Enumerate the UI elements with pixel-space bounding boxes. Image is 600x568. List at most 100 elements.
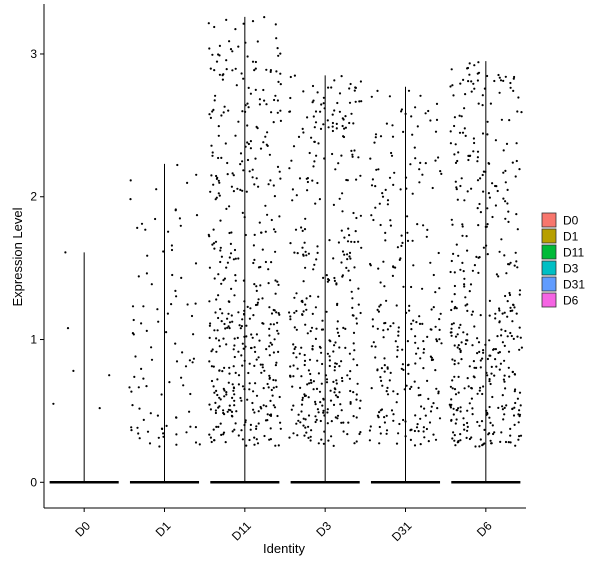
data-point — [488, 162, 491, 165]
data-point — [239, 152, 243, 155]
data-point — [336, 101, 339, 105]
data-point — [479, 366, 482, 369]
data-point — [316, 408, 319, 411]
data-point — [215, 196, 218, 199]
data-point — [473, 264, 476, 267]
data-point — [401, 241, 404, 244]
data-point — [357, 156, 360, 159]
data-point — [482, 349, 485, 352]
data-point — [214, 411, 217, 415]
data-point — [450, 334, 453, 337]
data-point — [217, 425, 220, 428]
data-point — [209, 436, 212, 439]
data-point — [273, 98, 276, 102]
data-point — [470, 397, 473, 400]
data-point — [236, 336, 239, 339]
data-point — [335, 127, 338, 130]
data-point — [353, 349, 356, 352]
data-point — [232, 365, 235, 368]
data-point — [512, 337, 515, 340]
data-point — [508, 119, 511, 122]
data-point — [312, 268, 315, 271]
data-point — [297, 419, 300, 422]
data-point — [231, 50, 234, 53]
data-point — [166, 312, 169, 315]
data-point — [242, 77, 245, 80]
data-point — [277, 312, 280, 315]
data-point — [338, 197, 341, 200]
data-point — [251, 401, 254, 405]
data-point — [450, 327, 453, 330]
data-point — [353, 89, 356, 92]
data-point — [300, 403, 304, 406]
data-point — [315, 418, 318, 421]
data-point — [228, 256, 231, 259]
data-point — [432, 273, 435, 277]
data-point — [491, 424, 494, 427]
data-point — [481, 173, 484, 177]
data-point — [273, 309, 276, 312]
data-point — [451, 223, 454, 226]
data-point — [348, 234, 351, 237]
data-point — [500, 118, 503, 121]
data-point — [353, 240, 356, 244]
data-point — [136, 226, 139, 229]
data-point — [502, 79, 505, 82]
data-point — [458, 326, 461, 329]
x-tick-label-d0: D0 — [72, 518, 93, 539]
data-point — [466, 409, 469, 412]
data-point — [318, 390, 322, 393]
data-point — [269, 414, 273, 417]
data-point — [218, 54, 221, 57]
data-point — [449, 270, 452, 274]
data-point — [466, 66, 470, 70]
data-point — [432, 306, 435, 309]
data-point — [194, 426, 197, 429]
data-point — [333, 109, 336, 112]
data-point — [224, 142, 227, 145]
data-point — [314, 420, 317, 424]
data-point — [233, 428, 236, 431]
data-point — [439, 170, 442, 173]
data-point — [450, 68, 453, 71]
data-point — [415, 352, 418, 355]
data-point — [439, 312, 442, 315]
data-point — [349, 370, 352, 373]
data-point — [385, 122, 388, 125]
legend-swatch-d6 — [541, 292, 557, 308]
data-point — [244, 419, 247, 422]
data-point — [471, 413, 474, 416]
data-point — [192, 357, 195, 360]
data-point — [394, 266, 397, 269]
data-point — [383, 357, 386, 360]
data-point — [402, 418, 405, 422]
data-point — [175, 433, 178, 436]
data-point — [149, 412, 152, 415]
data-point — [386, 203, 389, 206]
data-point — [436, 407, 439, 410]
data-point — [215, 337, 218, 340]
data-point — [208, 113, 211, 116]
data-point — [336, 327, 339, 330]
data-point — [402, 368, 405, 371]
data-point — [162, 435, 165, 438]
data-point — [471, 269, 474, 272]
data-point — [358, 407, 361, 410]
data-point — [225, 59, 228, 62]
data-point — [466, 429, 469, 432]
data-point — [249, 147, 252, 150]
data-point — [255, 425, 258, 428]
data-point — [457, 254, 460, 257]
data-point — [498, 320, 501, 323]
data-point — [477, 71, 481, 74]
data-point — [268, 327, 271, 330]
data-point — [355, 317, 358, 320]
violin-group-d3 — [288, 74, 363, 484]
legend-label-d11: D11 — [563, 246, 584, 260]
data-point — [463, 199, 466, 202]
data-point — [453, 271, 456, 274]
data-point — [386, 393, 390, 396]
data-point — [389, 325, 392, 328]
data-point — [335, 283, 338, 286]
data-point — [493, 374, 496, 377]
